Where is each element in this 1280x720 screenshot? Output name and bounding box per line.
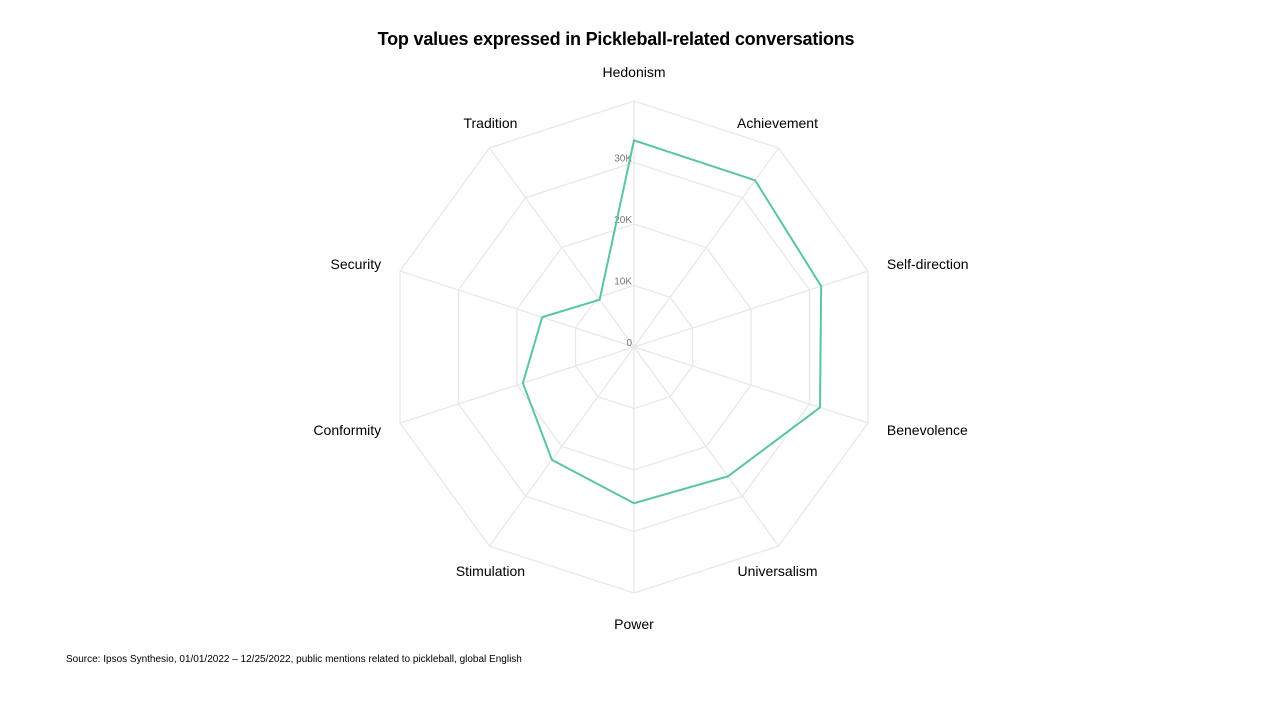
axis-label-universalism: Universalism bbox=[737, 563, 817, 579]
tick-label: 30K bbox=[614, 154, 632, 165]
tick-label: 0 bbox=[626, 338, 632, 349]
grid-spoke bbox=[633, 346, 869, 424]
grid-spoke bbox=[399, 346, 635, 424]
tick-label: 20K bbox=[614, 215, 632, 226]
axis-label-power: Power bbox=[614, 616, 654, 632]
radial-tick-labels: 0 10K 20K 30K bbox=[614, 154, 632, 350]
grid-spoke bbox=[633, 270, 869, 348]
axis-label-achievement: Achievement bbox=[737, 115, 818, 131]
axis-label-conformity: Conformity bbox=[313, 422, 381, 438]
radar-grid bbox=[399, 100, 869, 594]
grid-spoke bbox=[633, 346, 780, 547]
series-line bbox=[521, 139, 823, 505]
axis-label-security: Security bbox=[331, 256, 382, 272]
tick-label: 10K bbox=[614, 277, 632, 288]
grid-spoke bbox=[488, 346, 635, 547]
axis-label-hedonism: Hedonism bbox=[602, 64, 665, 80]
grid-spoke bbox=[399, 270, 635, 348]
axis-labels: Hedonism Achievement Self-direction Benevol… bbox=[313, 64, 968, 632]
source-note: Source: Ipsos Synthesio, 01/01/2022 – 12… bbox=[66, 654, 522, 665]
axis-label-stimulation: Stimulation bbox=[456, 563, 525, 579]
grid-spoke bbox=[633, 147, 780, 348]
chart-title: Top values expressed in Pickleball-relat… bbox=[377, 29, 855, 49]
axis-label-tradition: Tradition bbox=[463, 115, 517, 131]
axis-label-benevolence: Benevolence bbox=[887, 422, 968, 438]
axis-label-self-direction: Self-direction bbox=[887, 256, 969, 272]
grid-spoke bbox=[488, 147, 635, 348]
data-series bbox=[521, 139, 823, 505]
